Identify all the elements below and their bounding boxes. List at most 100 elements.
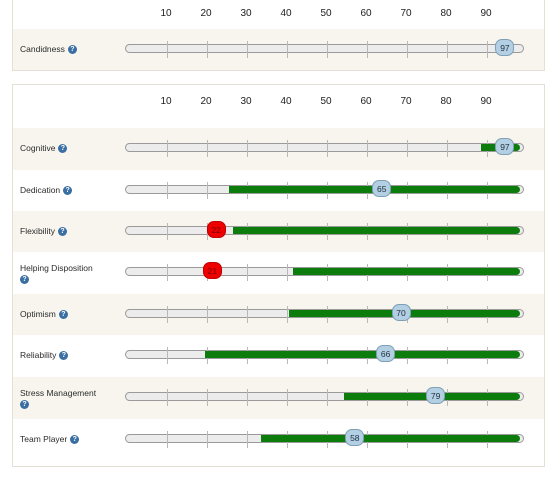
- axis-tick-label: 60: [360, 8, 372, 19]
- trait-slider-track: 22: [125, 221, 524, 240]
- score-thumb[interactable]: 79: [426, 387, 446, 404]
- trait-row-cognitive: Cognitive? 97: [13, 128, 544, 170]
- trait-name: Helping Disposition: [20, 263, 93, 273]
- trait-label: Team Player?: [20, 434, 120, 445]
- trait-label: Candidness?: [20, 44, 120, 55]
- gridline: [447, 41, 448, 58]
- gridline: [207, 182, 208, 199]
- help-icon[interactable]: ?: [70, 435, 80, 445]
- axis-tick-label: 30: [240, 96, 252, 107]
- axis-tick-label: 50: [320, 96, 332, 107]
- axis-tick-label: 90: [480, 96, 492, 107]
- gridline: [287, 41, 288, 58]
- help-icon[interactable]: ?: [20, 400, 29, 409]
- trait-row-helping-disposition: Helping Disposition? 21: [13, 252, 544, 294]
- trait-slider-track: 65: [125, 180, 524, 199]
- help-icon[interactable]: ?: [67, 45, 77, 55]
- score-thumb[interactable]: 70: [391, 304, 411, 321]
- axis-tick-label: 70: [400, 8, 412, 19]
- score-range-fill: [205, 351, 520, 358]
- score-thumb[interactable]: 97: [495, 39, 515, 56]
- score-thumb[interactable]: 65: [372, 180, 392, 197]
- gridline: [287, 140, 288, 157]
- trait-slider-track: 97: [125, 39, 524, 58]
- axis-tick-label: 80: [440, 96, 452, 107]
- score-range-fill: [260, 435, 520, 442]
- trait-slider-track: 97: [125, 138, 524, 157]
- trait-name: Reliability: [20, 350, 57, 360]
- axis-tick-label: 70: [400, 96, 412, 107]
- trait-row-optimism: Optimism? 70: [13, 294, 544, 335]
- trait-row-team-player: Team Player? 58: [13, 419, 544, 467]
- gridline: [207, 140, 208, 157]
- trait-slider-track: 66: [125, 345, 524, 364]
- gridline: [167, 389, 168, 406]
- gridline: [487, 41, 488, 58]
- axis-tick-label: 50: [320, 8, 332, 19]
- gridline: [207, 431, 208, 448]
- trait-slider-track: 70: [125, 304, 524, 323]
- candidness-panel: 10 20 30 40 50 60 70 80 90 Candidness? 97: [12, 0, 545, 71]
- axis-tick-label: 10: [160, 96, 172, 107]
- trait-name: Flexibility: [20, 226, 55, 236]
- help-icon[interactable]: ?: [59, 351, 69, 361]
- trait-label: Dedication?: [20, 185, 120, 196]
- trait-label: Stress Management?: [20, 388, 120, 409]
- gridline: [167, 182, 168, 199]
- gridline: [247, 140, 248, 157]
- score-thumb[interactable]: 97: [495, 138, 515, 155]
- score-thumb[interactable]: 58: [345, 429, 365, 446]
- help-icon[interactable]: ?: [20, 275, 29, 284]
- trait-name: Dedication: [20, 185, 61, 195]
- trait-row-dedication: Dedication? 65: [13, 170, 544, 211]
- trait-row-stress-management: Stress Management? 79: [13, 377, 544, 419]
- trait-row-flexibility: Flexibility? 22: [13, 211, 544, 252]
- trait-name: Optimism: [20, 309, 56, 319]
- score-thumb[interactable]: 22: [206, 221, 226, 238]
- scale-axis: 10 20 30 40 50 60 70 80 90: [13, 91, 544, 115]
- axis-tick-label: 60: [360, 96, 372, 107]
- gridline: [287, 264, 288, 281]
- trait-label: Flexibility?: [20, 226, 120, 237]
- trait-slider-track: 21: [125, 262, 524, 281]
- gridline: [327, 140, 328, 157]
- gridline: [207, 389, 208, 406]
- trait-name: Candidness: [20, 44, 65, 54]
- gridline: [287, 389, 288, 406]
- gridline: [247, 389, 248, 406]
- trait-name: Team Player: [20, 434, 68, 444]
- gridline: [287, 306, 288, 323]
- help-icon[interactable]: ?: [58, 310, 68, 320]
- gridline: [247, 306, 248, 323]
- help-icon[interactable]: ?: [57, 227, 67, 237]
- trait-label: Cognitive?: [20, 143, 120, 154]
- trait-label: Helping Disposition?: [20, 263, 120, 284]
- score-thumb[interactable]: 21: [202, 262, 222, 279]
- gridline: [167, 223, 168, 240]
- help-icon[interactable]: ?: [63, 186, 73, 196]
- help-icon[interactable]: ?: [58, 144, 68, 154]
- trait-row-reliability: Reliability? 66: [13, 335, 544, 377]
- trait-label: Optimism?: [20, 309, 120, 320]
- gridline: [167, 347, 168, 364]
- gridline: [327, 389, 328, 406]
- gridline: [367, 41, 368, 58]
- trait-slider-track: 58: [125, 429, 524, 448]
- scale-axis: 10 20 30 40 50 60 70 80 90: [13, 3, 544, 27]
- axis-tick-label: 80: [440, 8, 452, 19]
- axis-tick-label: 40: [280, 8, 292, 19]
- axis-tick-label: 40: [280, 96, 292, 107]
- gridline: [207, 41, 208, 58]
- gridline: [407, 41, 408, 58]
- trait-label: Reliability?: [20, 350, 120, 361]
- trait-name: Stress Management: [20, 388, 97, 398]
- gridline: [247, 41, 248, 58]
- gridline: [167, 431, 168, 448]
- gridline: [247, 431, 248, 448]
- gridline: [367, 140, 368, 157]
- trait-name: Cognitive: [20, 143, 56, 153]
- axis-tick-label: 10: [160, 8, 172, 19]
- gridline: [167, 140, 168, 157]
- score-thumb[interactable]: 66: [376, 345, 396, 362]
- gridline: [407, 140, 408, 157]
